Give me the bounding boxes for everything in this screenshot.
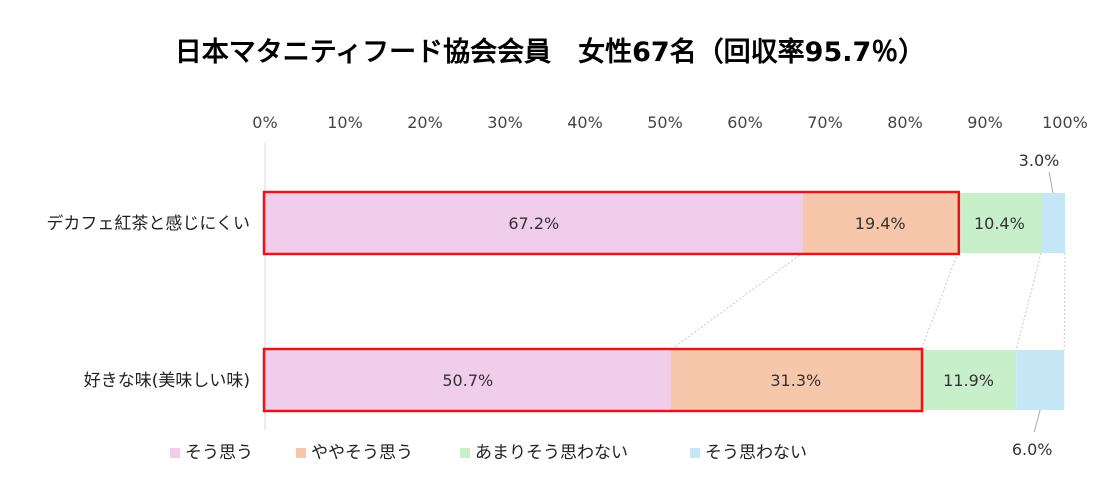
- connector-line: [920, 252, 959, 351]
- legend-swatch: [296, 448, 306, 458]
- bar-segment: [1041, 193, 1065, 253]
- data-label: 31.3%: [770, 371, 821, 390]
- bar-segment: [265, 350, 671, 410]
- x-tick-label: 0%: [252, 113, 277, 132]
- x-tick-label: 50%: [647, 113, 683, 132]
- data-label: 10.4%: [974, 214, 1025, 233]
- x-tick-label: 40%: [567, 113, 603, 132]
- x-tick-label: 10%: [327, 113, 363, 132]
- x-tick-label: 20%: [407, 113, 443, 132]
- x-tick-label: 100%: [1042, 113, 1088, 132]
- data-label: 19.4%: [855, 214, 906, 233]
- bar-segment: [921, 350, 1017, 410]
- data-label: 11.9%: [943, 371, 994, 390]
- data-label: 67.2%: [508, 214, 559, 233]
- highlight-box: [262, 347, 924, 413]
- legend-swatch: [170, 448, 180, 458]
- bar-segment: [802, 193, 958, 253]
- data-label: 3.0%: [1019, 151, 1060, 170]
- x-tick-label: 80%: [887, 113, 923, 132]
- leader-line: [1033, 409, 1041, 433]
- category-label: 好きな味(美味しい味): [84, 371, 250, 391]
- legend-label: そう思う: [185, 443, 253, 463]
- x-tick-label: 90%: [967, 113, 1003, 132]
- connector-line: [1063, 252, 1066, 351]
- bar-segment: [265, 193, 803, 253]
- legend-label: ややそう思う: [311, 443, 413, 463]
- category-label: デカフェ紅茶と感じにくい: [46, 213, 250, 234]
- highlight-box: [262, 190, 961, 256]
- leader-line: [1048, 171, 1054, 194]
- x-tick-label: 60%: [727, 113, 763, 132]
- legend-swatch: [690, 448, 700, 458]
- x-tick-label: 70%: [807, 113, 843, 132]
- data-label: 50.7%: [442, 371, 493, 390]
- data-label: 6.0%: [1012, 440, 1053, 459]
- legend-swatch: [460, 448, 470, 458]
- bar-segment: [1016, 350, 1065, 410]
- x-tick-label: 30%: [487, 113, 523, 132]
- chart-title: 日本マタニティフード協会会員 女性67名（回収率95.7％）: [174, 37, 926, 68]
- legend-label: あまりそう思わない: [475, 443, 628, 463]
- bar-segment: [670, 350, 921, 410]
- connector-line: [1015, 252, 1042, 351]
- legend-label: そう思わない: [705, 443, 807, 463]
- connector-line: [670, 252, 803, 351]
- bar-segment: [957, 193, 1041, 253]
